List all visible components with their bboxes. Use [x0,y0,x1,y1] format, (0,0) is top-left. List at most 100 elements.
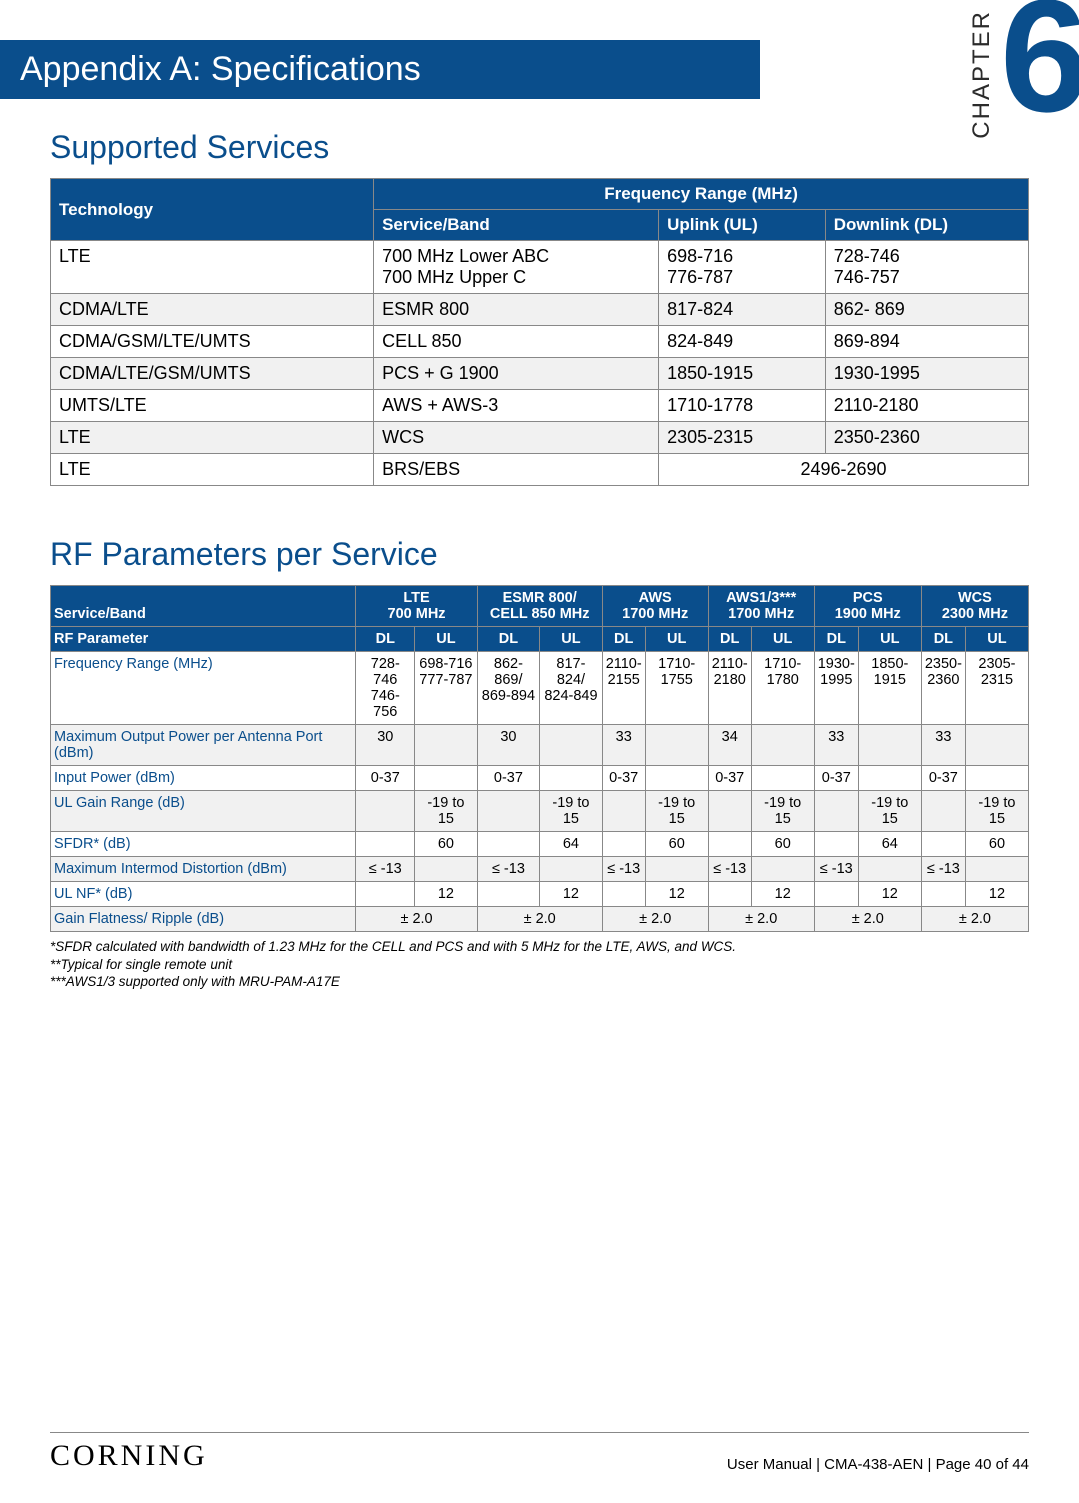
table-row: Maximum Output Power per Antenna Port (d… [51,725,1029,766]
cell [645,725,708,766]
footnote-line: **Typical for single remote unit [50,956,1029,974]
cell: 1930-1995 [825,358,1028,390]
cell [415,766,478,791]
chapter-number: 6 [1000,0,1079,112]
cell [477,882,540,907]
footnote-line: *SFDR calculated with bandwidth of 1.23 … [50,938,1029,956]
cell: 33 [602,725,645,766]
cell: 30 [356,725,415,766]
cell: 12 [751,882,814,907]
footnote-line: ***AWS1/3 supported only with MRU-PAM-A1… [50,973,1029,991]
cell: 2305-2315 [659,422,826,454]
cell [751,766,814,791]
row-label: Input Power (dBm) [51,766,356,791]
cell [921,832,965,857]
th-service-band: Service/Band [374,210,659,241]
cell [921,882,965,907]
cell: 0-37 [814,766,858,791]
table-row: UL NF* (dB)121212121212 [51,882,1029,907]
cell [540,766,603,791]
cell: 700 MHz Lower ABC700 MHz Upper C [374,241,659,294]
th-dl: DL [814,627,858,652]
cell [751,857,814,882]
cell: 30 [477,725,540,766]
cell: 2305-2315 [965,652,1028,725]
th-dl: DL [708,627,751,652]
cell: ≤ -13 [356,857,415,882]
cell [415,857,478,882]
cell: ≤ -13 [814,857,858,882]
cell: ± 2.0 [602,907,708,932]
table-row: SFDR* (dB)606460606460 [51,832,1029,857]
appendix-banner: Appendix A: Specifications [0,40,760,99]
cell [965,725,1028,766]
cell: CDMA/LTE/GSM/UMTS [51,358,374,390]
cell: 12 [645,882,708,907]
cell: 2110-2180 [825,390,1028,422]
cell: 2496-2690 [659,454,1029,486]
cell: 1850-1915 [659,358,826,390]
cell: 0-37 [477,766,540,791]
table-row: Gain Flatness/ Ripple (dB)± 2.0± 2.0± 2.… [51,907,1029,932]
cell: 33 [814,725,858,766]
cell: UMTS/LTE [51,390,374,422]
cell: -19 to 15 [645,791,708,832]
page-footer: CORNING User Manual | CMA-438-AEN | Page… [50,1439,1029,1473]
cell: PCS + G 1900 [374,358,659,390]
cell: 824-849 [659,326,826,358]
cell [858,766,921,791]
table-row: LTEWCS2305-23152350-2360 [51,422,1029,454]
cell: ± 2.0 [708,907,814,932]
cell: 0-37 [602,766,645,791]
cell [858,857,921,882]
th-ul: UL [751,627,814,652]
cell: CELL 850 [374,326,659,358]
cell [602,882,645,907]
th-dl: DL [477,627,540,652]
row-label: SFDR* (dB) [51,832,356,857]
cell: 12 [965,882,1028,907]
th-downlink: Downlink (DL) [825,210,1028,241]
cell [814,882,858,907]
cell: 64 [858,832,921,857]
cell: 2110-2180 [708,652,751,725]
th-freq-range: Frequency Range (MHz) [374,179,1029,210]
th-service-band: Service/Band [51,586,356,627]
table-row: CDMA/LTEESMR 800817-824862- 869 [51,294,1029,326]
cell: -19 to 15 [751,791,814,832]
chapter-label: CHAPTER [968,10,996,139]
cell: 12 [540,882,603,907]
cell: 2350-2360 [921,652,965,725]
th-ul: UL [965,627,1028,652]
cell: 64 [540,832,603,857]
cell: LTE [51,454,374,486]
cell: LTE [51,241,374,294]
cell: ≤ -13 [921,857,965,882]
cell: ± 2.0 [814,907,921,932]
cell: ESMR 800 [374,294,659,326]
section-supported-services: Supported Services [50,129,1029,166]
rf-parameters-table: Service/BandLTE700 MHzESMR 800/CELL 850 … [50,585,1029,932]
footnotes: *SFDR calculated with bandwidth of 1.23 … [50,938,1029,991]
supported-services-table: Technology Frequency Range (MHz) Service… [50,178,1029,486]
cell: ≤ -13 [602,857,645,882]
table-row: UMTS/LTEAWS + AWS-31710-17782110-2180 [51,390,1029,422]
cell: 0-37 [921,766,965,791]
cell: BRS/EBS [374,454,659,486]
cell: 2350-2360 [825,422,1028,454]
table-row: Input Power (dBm)0-370-370-370-370-370-3… [51,766,1029,791]
cell [645,766,708,791]
page-info: User Manual | CMA-438-AEN | Page 40 of 4… [727,1456,1029,1473]
th-ul: UL [645,627,708,652]
cell: 34 [708,725,751,766]
cell: 1710-1780 [751,652,814,725]
cell [814,832,858,857]
cell: ± 2.0 [921,907,1028,932]
cell: 60 [645,832,708,857]
table-row: LTEBRS/EBS2496-2690 [51,454,1029,486]
cell: ≤ -13 [477,857,540,882]
th-band: AWS1700 MHz [602,586,708,627]
cell: LTE [51,422,374,454]
row-label: Maximum Output Power per Antenna Port (d… [51,725,356,766]
cell: ± 2.0 [477,907,602,932]
